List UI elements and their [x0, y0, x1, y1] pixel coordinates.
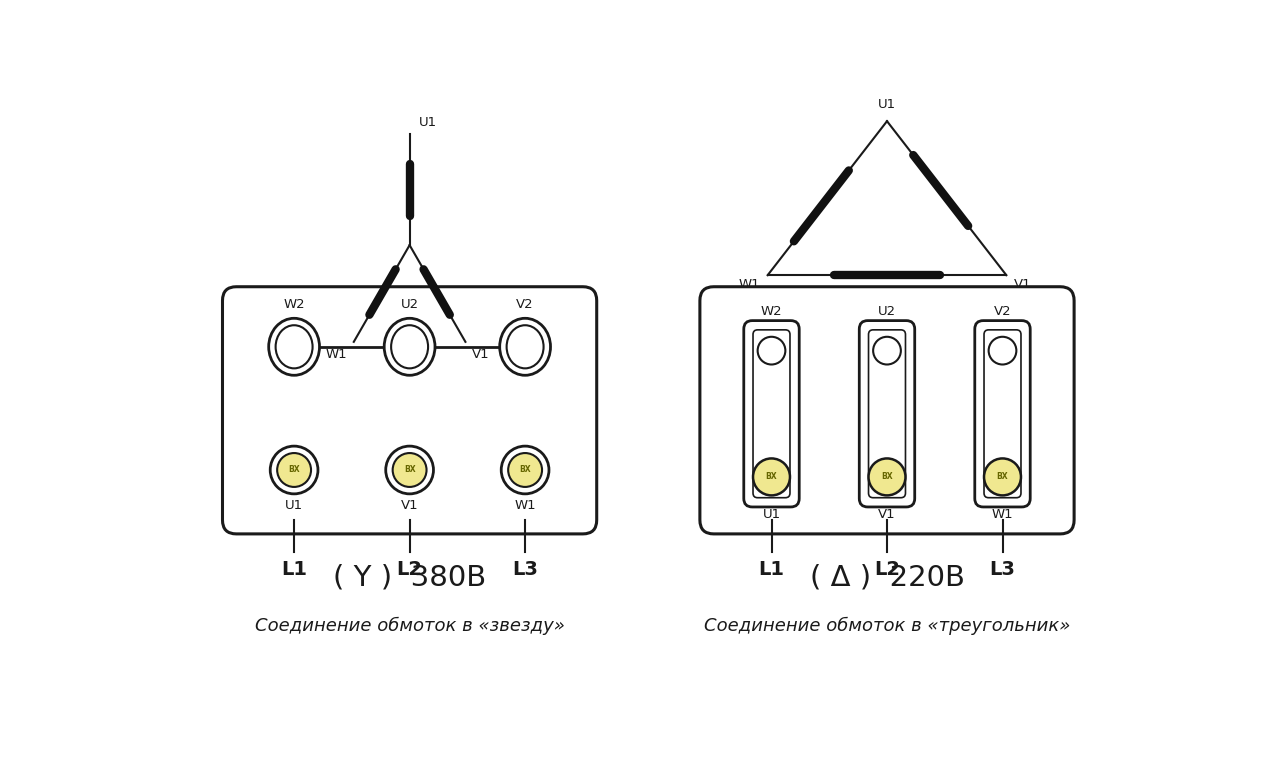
- FancyBboxPatch shape: [753, 330, 790, 498]
- Circle shape: [758, 337, 786, 365]
- Text: V2: V2: [993, 306, 1011, 319]
- FancyBboxPatch shape: [700, 286, 1074, 534]
- Text: V1: V1: [1014, 278, 1032, 291]
- Text: V1: V1: [471, 348, 489, 361]
- FancyBboxPatch shape: [869, 330, 905, 498]
- Text: ( Y )  380В: ( Y ) 380В: [333, 564, 486, 592]
- Text: L3: L3: [512, 560, 538, 579]
- Text: U2: U2: [401, 299, 419, 311]
- Ellipse shape: [384, 319, 435, 375]
- Text: U1: U1: [878, 98, 896, 111]
- Ellipse shape: [275, 326, 312, 368]
- Text: BX: BX: [765, 473, 777, 481]
- FancyBboxPatch shape: [744, 321, 799, 507]
- FancyBboxPatch shape: [984, 330, 1021, 498]
- Text: V1: V1: [401, 499, 419, 512]
- Text: BX: BX: [288, 466, 300, 474]
- Circle shape: [502, 446, 549, 494]
- Text: BX: BX: [520, 466, 531, 474]
- Circle shape: [988, 337, 1016, 365]
- Circle shape: [385, 446, 434, 494]
- Circle shape: [393, 453, 426, 487]
- FancyBboxPatch shape: [223, 286, 596, 534]
- Text: U1: U1: [763, 508, 781, 521]
- Text: W1: W1: [515, 499, 536, 512]
- Text: U1: U1: [419, 116, 436, 129]
- Text: W2: W2: [760, 306, 782, 319]
- Circle shape: [869, 458, 905, 496]
- Text: ( Δ )  220В: ( Δ ) 220В: [809, 564, 965, 592]
- Text: L2: L2: [874, 560, 900, 579]
- Text: V2: V2: [516, 299, 534, 311]
- Text: Соединение обмоток в «звезду»: Соединение обмоток в «звезду»: [255, 617, 564, 636]
- Text: V1: V1: [878, 508, 896, 521]
- Ellipse shape: [507, 326, 544, 368]
- Text: L1: L1: [759, 560, 785, 579]
- Text: W2: W2: [283, 299, 305, 311]
- Ellipse shape: [392, 326, 428, 368]
- Text: U2: U2: [878, 306, 896, 319]
- Circle shape: [508, 453, 541, 487]
- Circle shape: [270, 446, 317, 494]
- FancyBboxPatch shape: [975, 321, 1030, 507]
- Text: Соединение обмоток в «треугольник»: Соединение обмоток в «треугольник»: [704, 617, 1070, 636]
- Text: W1: W1: [739, 278, 760, 291]
- Text: L1: L1: [282, 560, 307, 579]
- Circle shape: [753, 458, 790, 496]
- Text: W1: W1: [326, 348, 348, 361]
- FancyBboxPatch shape: [859, 321, 915, 507]
- Text: BX: BX: [881, 473, 893, 481]
- Text: BX: BX: [997, 473, 1009, 481]
- Circle shape: [278, 453, 311, 487]
- Text: W1: W1: [992, 508, 1014, 521]
- Ellipse shape: [499, 319, 550, 375]
- Text: L3: L3: [989, 560, 1015, 579]
- Circle shape: [984, 458, 1021, 496]
- Circle shape: [873, 337, 901, 365]
- Ellipse shape: [269, 319, 320, 375]
- Text: L2: L2: [397, 560, 422, 579]
- Text: BX: BX: [403, 466, 416, 474]
- Text: U1: U1: [285, 499, 303, 512]
